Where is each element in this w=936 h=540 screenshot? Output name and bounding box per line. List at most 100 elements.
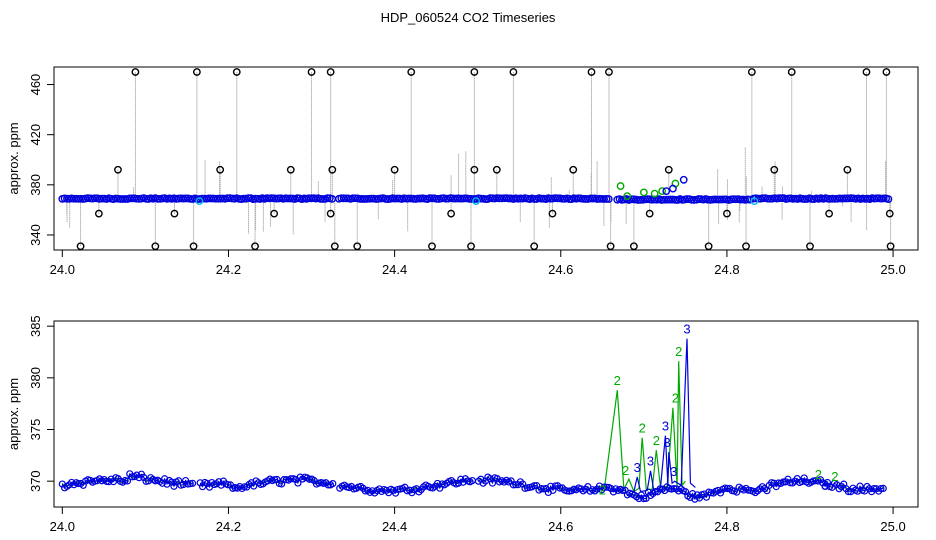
series-points <box>58 470 887 503</box>
spike-point-low <box>151 242 160 251</box>
x-tick-label: 24.6 <box>548 262 573 277</box>
spike-label: 3 <box>634 460 641 475</box>
spike-label: 3 <box>663 435 670 450</box>
spike-point-low <box>251 242 259 251</box>
spike-label: 2 <box>831 469 838 484</box>
blue-point <box>662 187 671 195</box>
x-tick-label: 24.8 <box>714 262 739 277</box>
y-tick-label: 370 <box>28 470 43 492</box>
green-point <box>639 188 648 197</box>
x-tick-label: 25.0 <box>880 262 905 277</box>
x-tick-label: 24.8 <box>714 519 739 534</box>
spike-point-mid <box>328 165 337 174</box>
spike-point-mid <box>825 209 834 218</box>
series-point <box>595 482 604 490</box>
spike-point-mid <box>723 209 731 218</box>
spike-label: 3 <box>662 419 669 434</box>
spike-point-mid <box>216 165 225 174</box>
bottom-panel: 24.0 24.2 24.4 24.6 24.8 25.0 370 375 380 385 appr… <box>6 315 919 534</box>
x-tick-label: 25.0 <box>880 519 905 534</box>
spike-label: 2 <box>653 433 660 448</box>
spike-label: 3 <box>683 321 690 336</box>
spike-point-mid <box>645 209 654 218</box>
plot-frame <box>53 66 919 251</box>
spike-point-high <box>747 68 756 76</box>
spike-point-mid <box>470 165 479 174</box>
series-point <box>415 488 423 496</box>
spike-point-low <box>886 242 895 251</box>
series-lines <box>61 338 884 501</box>
series-point <box>844 488 852 496</box>
series-point <box>74 479 83 488</box>
x-tick-label: 24.2 <box>216 519 241 534</box>
cyan-point <box>472 197 480 206</box>
spike-point-low <box>353 242 362 251</box>
spike-point-mid <box>270 209 279 218</box>
spike-point-mid <box>770 165 779 174</box>
spike-point-low <box>629 242 638 251</box>
series-point <box>516 478 524 486</box>
spike-point-high <box>787 68 796 76</box>
spike-point-low <box>530 242 539 251</box>
series-point <box>600 483 608 491</box>
blue-spike-line <box>633 338 696 493</box>
spike-label: 2 <box>675 344 682 359</box>
y-tick-label: 380 <box>28 367 43 389</box>
baseline-series <box>58 194 893 204</box>
series-point <box>224 481 232 489</box>
series-point <box>382 486 390 494</box>
spike-label: 2 <box>672 391 679 406</box>
spike-label: 2 <box>815 467 822 482</box>
series-point <box>772 483 780 491</box>
spike-point-mid <box>326 209 335 218</box>
spike-label: 2 <box>639 421 646 436</box>
series-point <box>392 489 400 497</box>
spike-point-mid <box>390 165 399 174</box>
spike-point-high <box>882 68 891 76</box>
series-point <box>798 477 806 486</box>
spike-point-mid <box>492 165 501 174</box>
series-point <box>287 475 295 483</box>
spike-point-mid <box>843 165 852 174</box>
y-tick-label: 420 <box>28 124 43 146</box>
spike-point-low <box>806 242 814 251</box>
spike-label: 2 <box>614 373 621 388</box>
spike-point-high <box>192 68 201 76</box>
spike-point-mid <box>94 209 103 218</box>
x-tick-label: 24.2 <box>216 262 241 277</box>
y-axis-label: approx. ppm <box>6 378 21 450</box>
series-point <box>530 482 538 490</box>
spike-point-mid <box>664 165 673 174</box>
series-point <box>716 489 725 497</box>
spike-point-low <box>742 242 750 251</box>
spike-label: 3 <box>670 464 677 479</box>
series-point <box>128 473 136 481</box>
spike-point-high <box>307 68 316 76</box>
y-tick-label: 460 <box>28 74 43 96</box>
series-point <box>271 476 279 484</box>
baseline-point <box>884 195 893 203</box>
spike-point-low <box>76 242 85 251</box>
cyan-point <box>195 197 204 206</box>
series-point <box>879 484 887 493</box>
spike-point-mid <box>286 165 295 174</box>
spike-label: 3 <box>647 454 654 469</box>
blue-point <box>669 184 677 193</box>
spike-point-high <box>131 68 140 76</box>
series-point <box>280 476 288 484</box>
spike-point-high <box>326 68 335 76</box>
spike-point-mid <box>170 209 179 218</box>
green-point <box>623 192 632 201</box>
baseline-point <box>604 195 613 203</box>
series-point <box>479 479 487 487</box>
figure-title: HDP_060524 CO2 Timeseries <box>380 10 556 25</box>
x-tick-label: 24.0 <box>50 519 75 534</box>
spike-point-mid <box>569 165 578 174</box>
x-tick-label: 24.4 <box>382 519 407 534</box>
y-tick-label: 375 <box>28 419 43 441</box>
spike-point-mid <box>885 209 894 218</box>
green-spike-line <box>603 361 686 493</box>
series-point <box>329 480 337 488</box>
series-point <box>877 484 885 493</box>
